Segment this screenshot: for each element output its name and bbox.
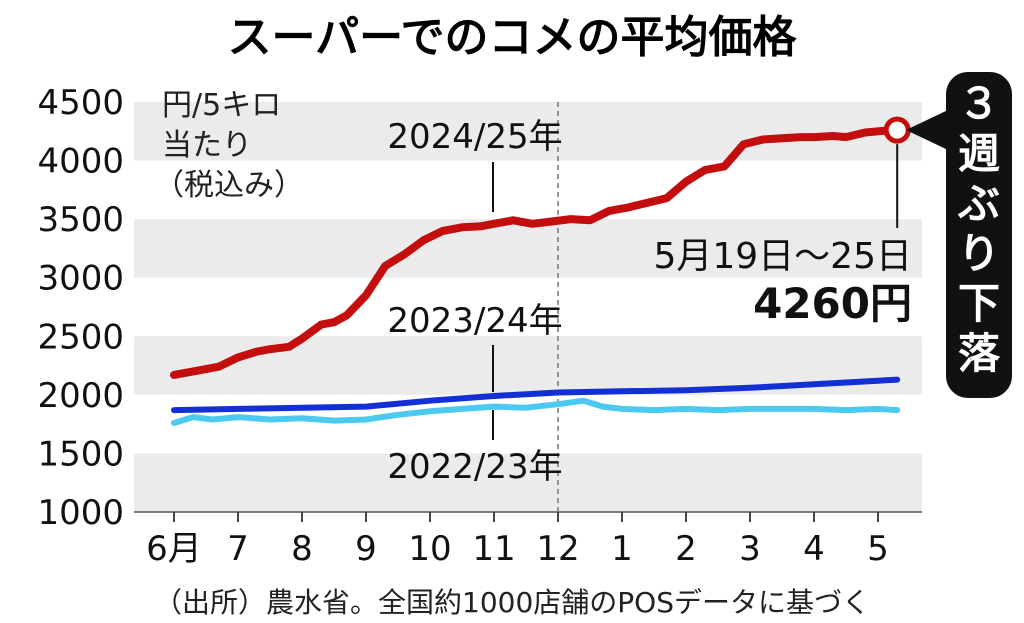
annotation-date: 5月19日～25日 <box>653 236 912 277</box>
series-2024-25-line <box>170 126 902 379</box>
latest-point-marker <box>883 116 911 144</box>
x-tick-label: 8 <box>291 529 313 569</box>
y-tick-label: 1500 <box>37 434 124 474</box>
y-tick-label: 3000 <box>37 259 124 299</box>
y-unit-line-2: 当たり <box>162 128 252 163</box>
x-tick-label: 2 <box>675 529 697 569</box>
series-label-2023: 2023/24年 <box>387 301 562 341</box>
y-tick-label: 4500 <box>37 83 124 123</box>
callout-box: ３週ぶり下落 <box>906 72 1012 398</box>
series-2022-23-line <box>171 397 901 426</box>
grid-band <box>134 102 922 161</box>
chart-title: スーパーでのコメの平均価格 <box>228 12 798 63</box>
grid-band <box>134 453 922 512</box>
y-tick-label: 2500 <box>37 317 124 357</box>
x-tick-label: 4 <box>803 529 825 569</box>
x-tick-label: 1 <box>611 529 633 569</box>
y-tick-label: 4000 <box>37 142 124 182</box>
x-tick-label: 9 <box>355 529 377 569</box>
x-tick-label: 7 <box>227 529 249 569</box>
series-label-2024: 2024/25年 <box>387 117 562 157</box>
y-unit-line-3: （税込み） <box>154 168 304 203</box>
callout-pointer <box>906 110 948 150</box>
callout-background <box>946 72 1012 398</box>
x-tick-label: 12 <box>536 529 579 569</box>
x-tick-label: 6月 <box>146 529 202 569</box>
callout-text: ３週ぶり下落 <box>957 79 1001 378</box>
x-tick-label: 5 <box>867 529 889 569</box>
grid-bands <box>134 102 922 513</box>
y-unit-line-1: 円/5キロ <box>162 88 281 123</box>
x-tick-label: 10 <box>408 529 451 569</box>
x-tick-label: 3 <box>739 529 761 569</box>
grid-band <box>134 219 922 278</box>
source-note: （出所）農水省。全国約1000店舗のPOSデータに基づく <box>154 586 870 619</box>
series-label-2022: 2022/23年 <box>387 447 562 487</box>
y-axis-ticks: 1000 1500 2000 2500 3000 3500 4000 4500 <box>37 83 124 533</box>
y-tick-label: 2000 <box>37 376 124 416</box>
y-tick-label: 1000 <box>37 493 124 533</box>
annotation-value: 4260円 <box>753 279 912 328</box>
series-lines <box>170 126 902 426</box>
y-axis-unit: 円/5キロ 当たり （税込み） <box>154 88 304 203</box>
x-tick-label: 11 <box>472 529 515 569</box>
x-axis-ticks: 6月 7 8 9 10 11 12 1 2 3 4 5 <box>146 512 889 569</box>
series-2023-24-line <box>171 376 901 414</box>
y-tick-label: 3500 <box>37 200 124 240</box>
